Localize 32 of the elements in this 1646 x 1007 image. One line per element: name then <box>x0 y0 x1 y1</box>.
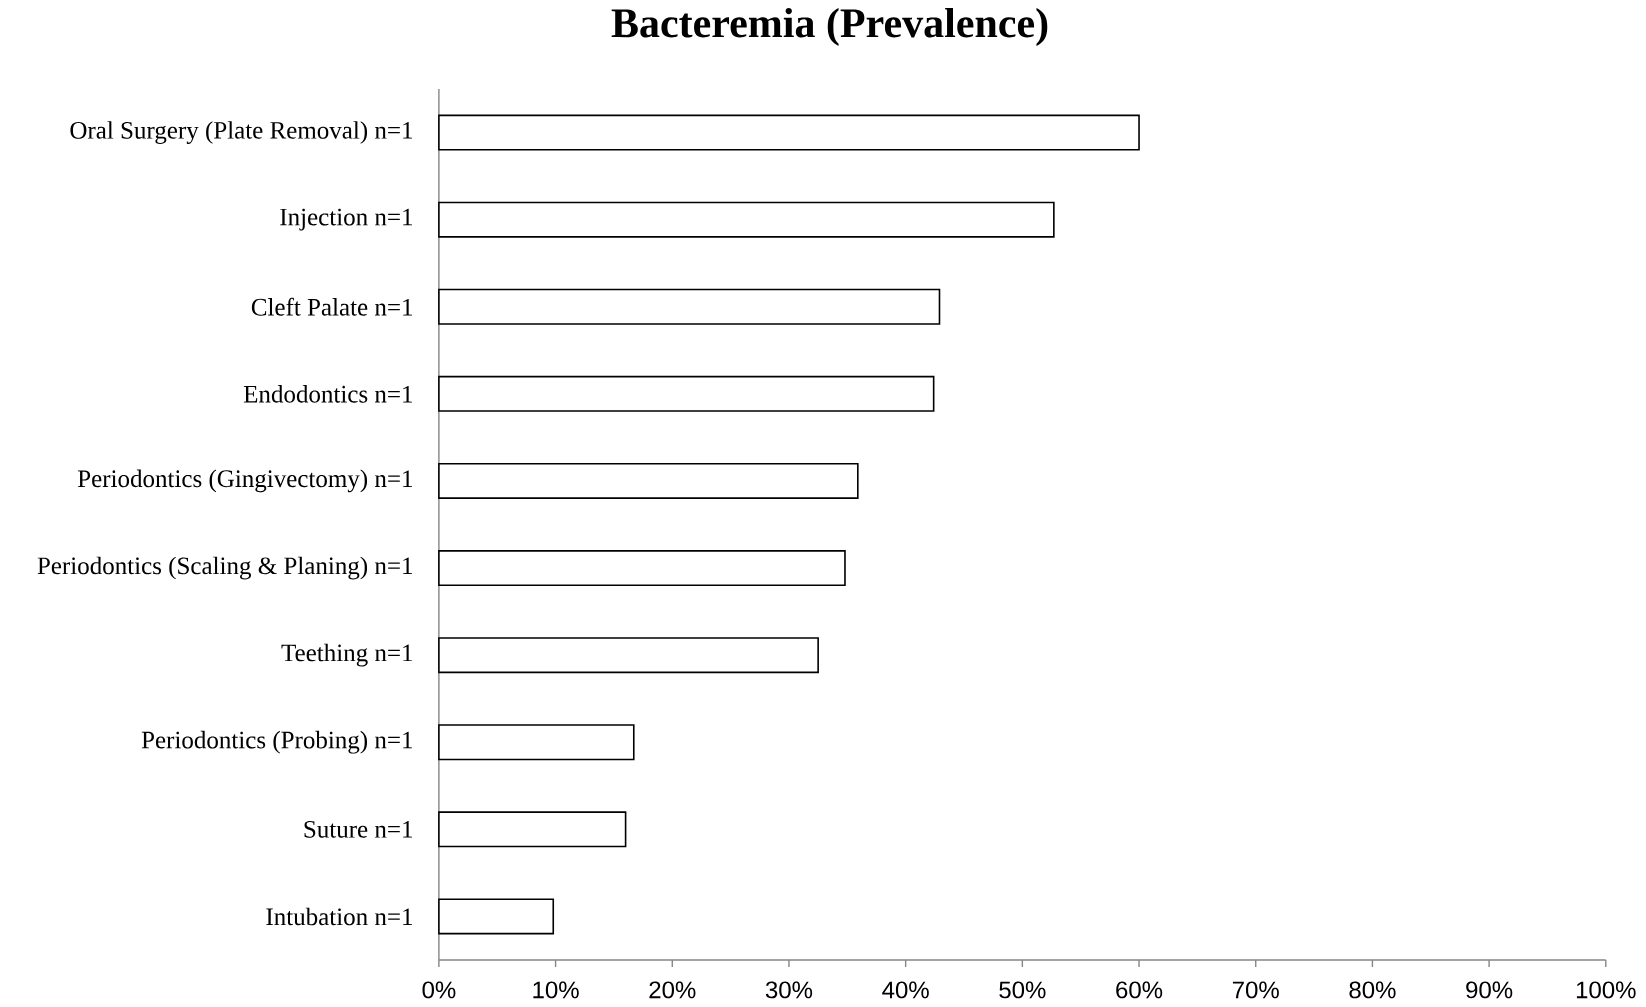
y-tick-label: Injection n=1 <box>280 208 413 231</box>
x-tick-label: 30% <box>765 981 813 999</box>
x-tick-label: 60% <box>1116 981 1163 999</box>
x-tick-label: 90% <box>1466 981 1513 999</box>
bar <box>438 201 1055 238</box>
bar <box>438 288 941 325</box>
x-tick-label: 10% <box>533 981 579 999</box>
y-tick-label: Periodontics (Gingivectomy) n=1 <box>77 469 413 493</box>
x-tick-label: 0% <box>422 981 456 999</box>
bar <box>438 637 819 674</box>
y-tick-label: Intubation n=1 <box>266 907 412 926</box>
y-tick-label: Periodontics (Scaling & Planing) n=1 <box>37 556 413 580</box>
x-tick-label: 100% <box>1576 981 1636 999</box>
bar <box>438 462 859 499</box>
y-tick-label: Cleft Palate n=1 <box>251 297 413 316</box>
y-tick-label: Endodontics n=1 <box>243 385 412 403</box>
bar <box>438 898 555 935</box>
x-tick-label: 40% <box>882 981 929 999</box>
x-tick-label: 50% <box>999 981 1046 999</box>
y-tick-label: Suture n=1 <box>304 820 412 838</box>
bar <box>438 811 627 848</box>
bar <box>438 724 635 761</box>
chart-title: Bacteremia (Prevalence) <box>611 7 1048 47</box>
x-tick-label: 20% <box>649 981 696 999</box>
y-tick-label: Teething n=1 <box>281 643 413 667</box>
y-tick-label: Periodontics (Probing) n=1 <box>141 730 412 754</box>
y-tick-label: Oral Surgery (Plate Removal) n=1 <box>70 121 413 144</box>
bar <box>438 375 935 412</box>
x-tick-label: 70% <box>1232 981 1279 999</box>
bar <box>438 550 846 587</box>
x-tick-label: 80% <box>1349 981 1396 999</box>
bar <box>438 114 1140 151</box>
